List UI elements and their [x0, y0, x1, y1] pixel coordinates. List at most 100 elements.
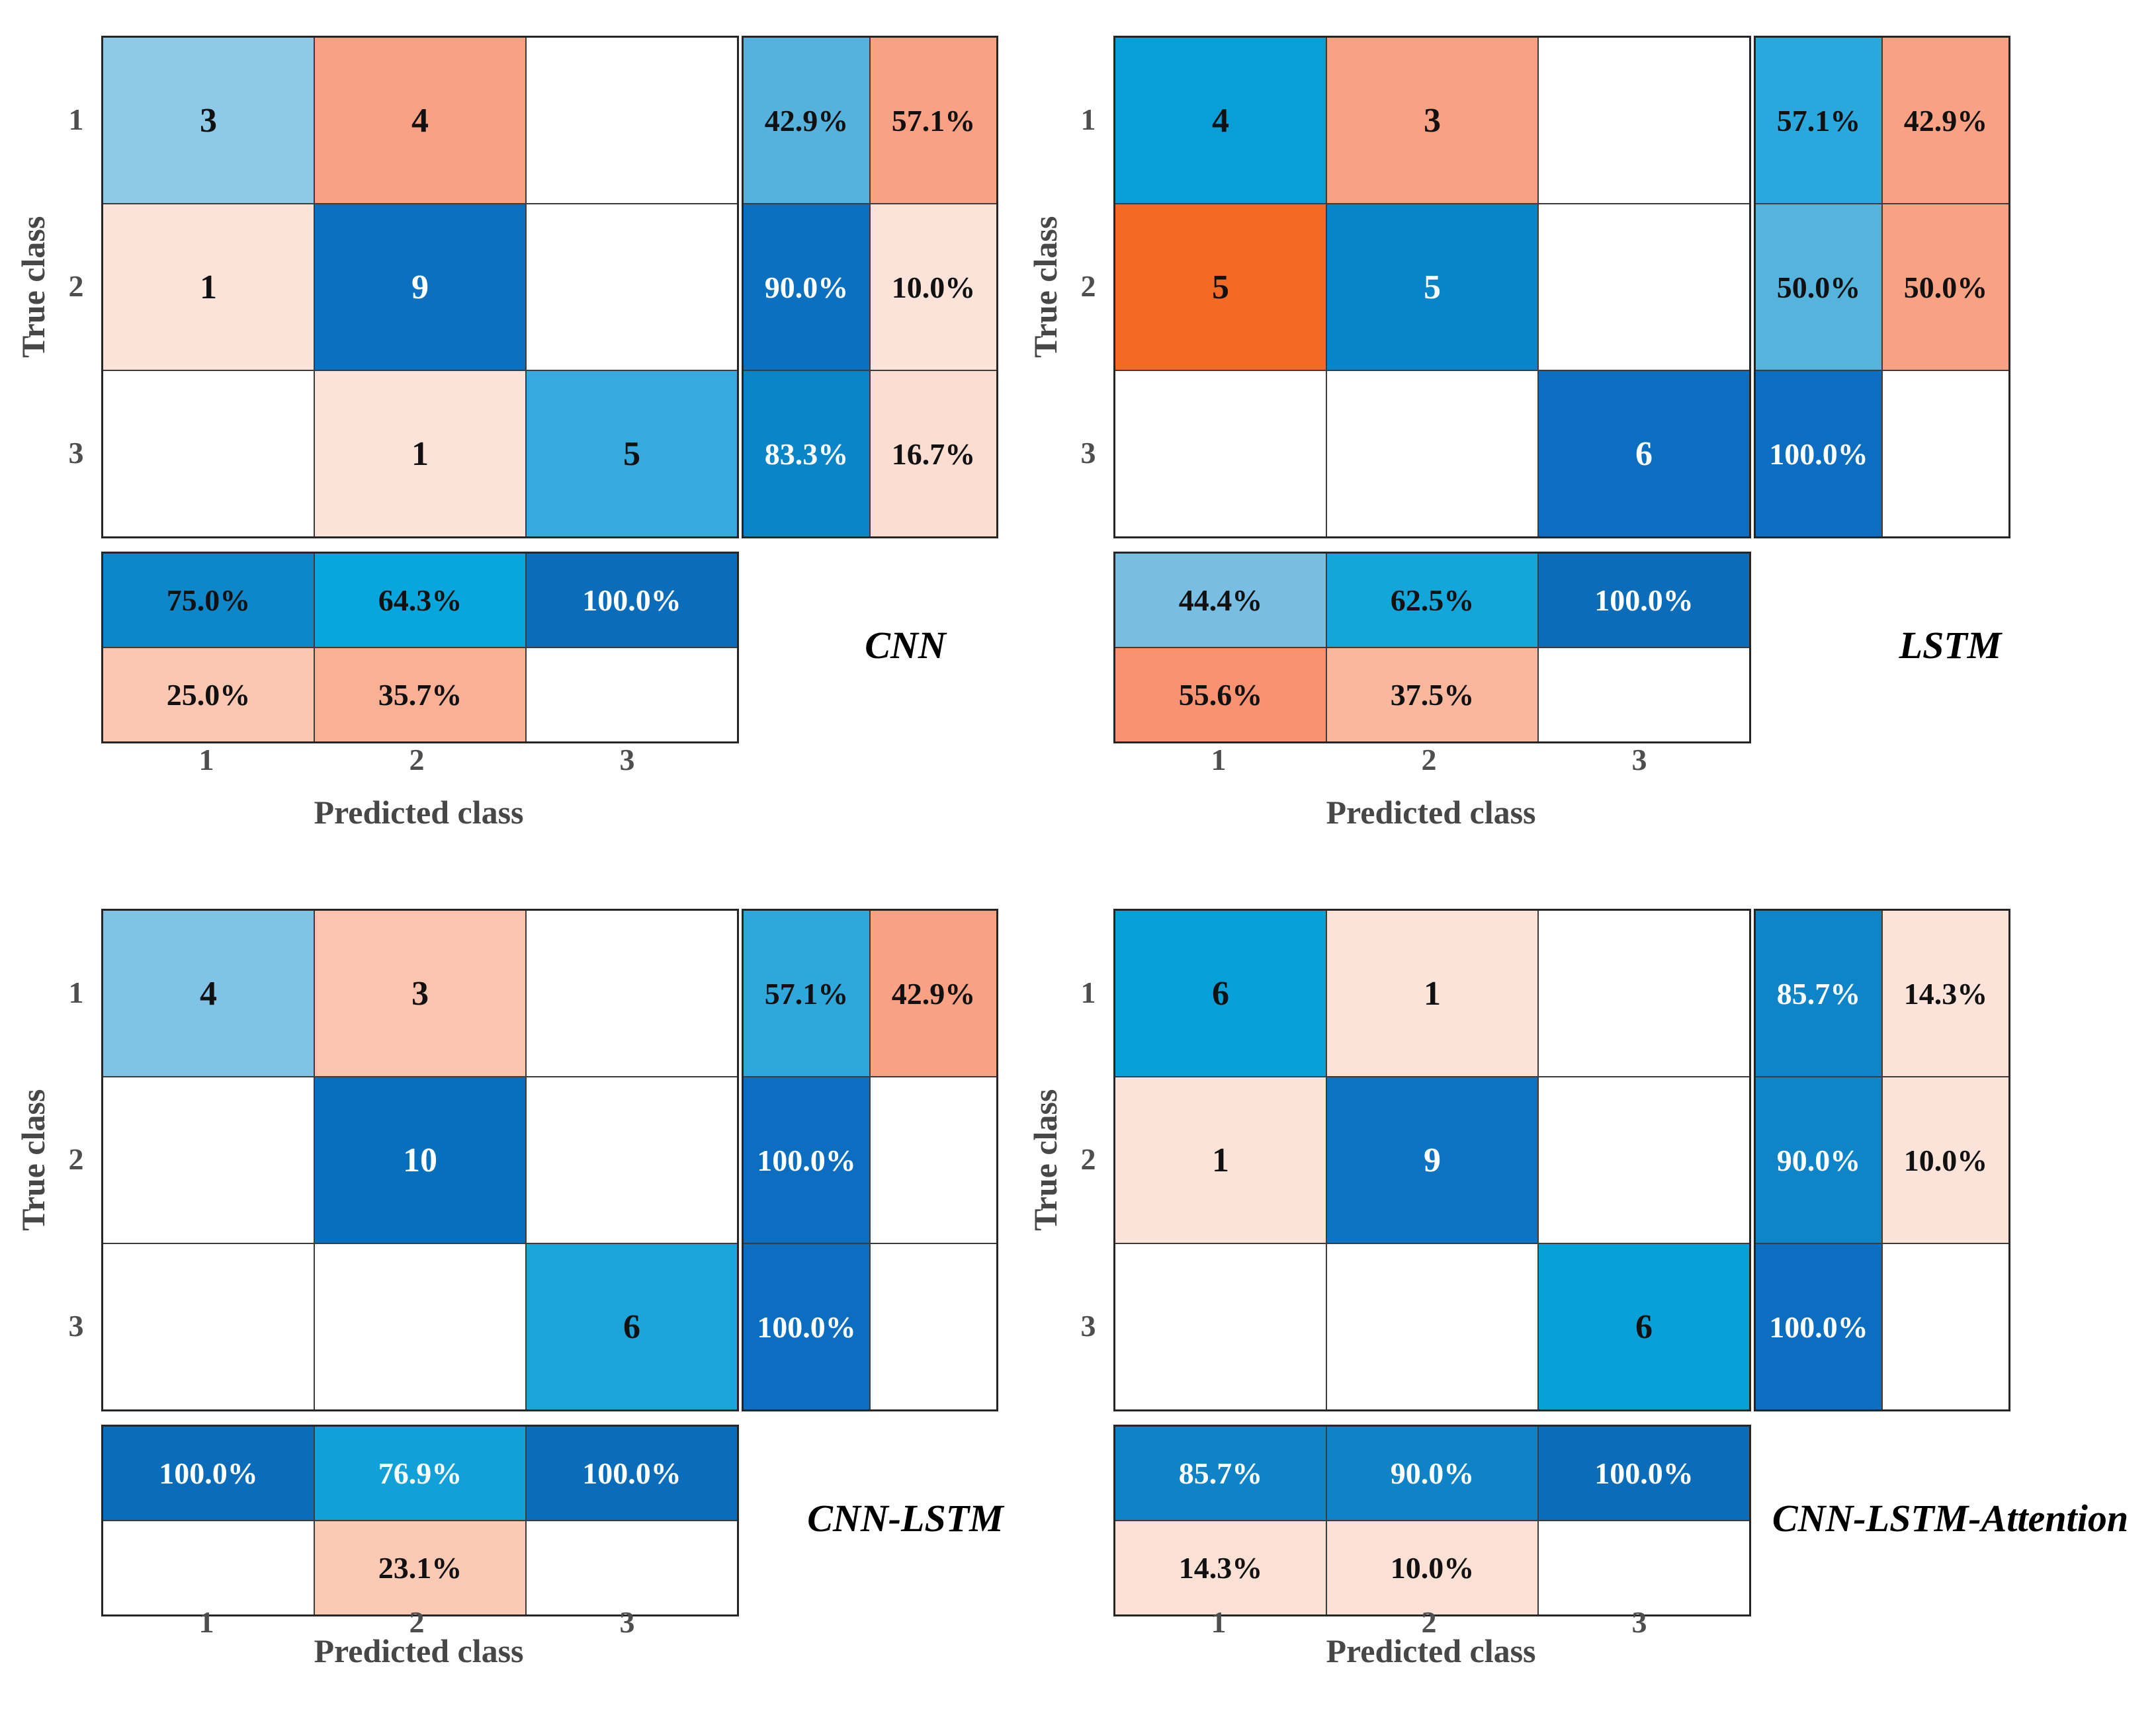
row-summary-cell: 50.0% [1756, 204, 1881, 370]
col-summary-cell: 85.7% [1115, 1427, 1326, 1520]
row-summary-cell [1883, 1244, 2008, 1409]
confusion-matrix-figure: { "chart_data": [ { "type": "heatmap", "… [15, 4, 2156, 1669]
col-summary-cell: 14.3% [1115, 1521, 1326, 1614]
col-summary-cell: 100.0% [1539, 554, 1749, 647]
matrix-cell: 6 [1539, 1244, 1749, 1409]
row-summary-cell: 100.0% [1756, 371, 1881, 536]
confusion-matrix: 4 3 10 6 [101, 909, 739, 1411]
matrix-cell: 3 [1327, 38, 1537, 203]
matrix-cell [315, 1244, 525, 1409]
col-summary-cell: 10.0% [1327, 1521, 1537, 1614]
col-summary-cell: 23.1% [315, 1521, 525, 1614]
matrix-cell: 5 [1115, 204, 1326, 370]
row-summary-block: 42.9% 57.1% 90.0% 10.0% 83.3% 16.7% [742, 36, 998, 538]
col-summary-cell [103, 1521, 314, 1614]
matrix-cell: 1 [1115, 1077, 1326, 1243]
row-summary-block: 57.1% 42.9% 100.0% 100.0% [742, 909, 998, 1411]
matrix-cell [1539, 204, 1749, 370]
matrix-cell: 6 [1115, 911, 1326, 1076]
matrix-cell: 6 [527, 1244, 737, 1409]
x-tick-label: 1 [198, 742, 214, 776]
x-tick-label: 2 [409, 1605, 425, 1639]
matrix-cell [103, 1077, 314, 1243]
col-summary-block: 44.4% 62.5% 100.0% 55.6% 37.5% [1113, 552, 1751, 743]
col-summary-cell: 62.5% [1327, 554, 1537, 647]
matrix-cell: 3 [103, 38, 314, 203]
y-tick-label: 3 [1080, 1308, 1096, 1343]
col-summary-cell [527, 648, 737, 741]
col-summary-block: 100.0% 76.9% 100.0% 23.1% [101, 1425, 739, 1616]
y-axis-label: True class [1027, 1089, 1064, 1232]
col-summary-cell [1539, 1521, 1749, 1614]
y-axis-label: True class [15, 1089, 52, 1232]
x-tick-label: 1 [198, 1605, 214, 1639]
matrix-cell: 9 [315, 204, 525, 370]
row-summary-block: 57.1% 42.9% 50.0% 50.0% 100.0% [1754, 36, 2010, 538]
col-summary-cell: 75.0% [103, 554, 314, 647]
y-axis-label: True class [15, 216, 52, 358]
row-summary-cell: 90.0% [744, 204, 869, 370]
panel-title: CNN [865, 623, 946, 667]
y-axis-label: True class [1027, 216, 1064, 358]
row-summary-cell: 90.0% [1756, 1077, 1881, 1243]
matrix-cell: 5 [527, 371, 737, 536]
matrix-cell: 4 [1115, 38, 1326, 203]
y-tick-label: 1 [68, 975, 84, 1009]
matrix-cell [527, 38, 737, 203]
matrix-cell: 1 [315, 371, 525, 536]
x-tick-label: 2 [409, 742, 425, 776]
x-tick-label: 3 [1631, 742, 1647, 776]
matrix-cell [1539, 1077, 1749, 1243]
row-summary-cell: 42.9% [871, 911, 996, 1076]
matrix-cell [1539, 38, 1749, 203]
row-summary-cell: 57.1% [871, 38, 996, 203]
col-summary-block: 75.0% 64.3% 100.0% 25.0% 35.7% [101, 552, 739, 743]
x-ticks: 1 2 3 [1113, 739, 1748, 779]
col-summary-cell: 76.9% [315, 1427, 525, 1520]
y-tick-label: 1 [1080, 102, 1096, 136]
x-tick-label: 2 [1421, 1605, 1437, 1639]
matrix-cell: 10 [315, 1077, 525, 1243]
col-summary-cell: 100.0% [527, 554, 737, 647]
row-summary-cell [1883, 371, 2008, 536]
col-summary-cell: 64.3% [315, 554, 525, 647]
col-summary-cell: 37.5% [1327, 648, 1537, 741]
matrix-cell: 4 [103, 911, 314, 1076]
matrix-cell [1115, 1244, 1326, 1409]
y-ticks: 1 2 3 [57, 36, 95, 536]
y-tick-label: 2 [68, 1142, 84, 1176]
col-summary-cell: 100.0% [527, 1427, 737, 1520]
matrix-cell: 9 [1327, 1077, 1537, 1243]
y-tick-label: 1 [1080, 975, 1096, 1009]
matrix-cell [527, 204, 737, 370]
row-summary-block: 85.7% 14.3% 90.0% 10.0% 100.0% [1754, 909, 2010, 1411]
col-summary-cell: 100.0% [103, 1427, 314, 1520]
x-ticks: 1 2 3 [101, 1602, 736, 1642]
row-summary-cell [871, 1244, 996, 1409]
x-ticks: 1 2 3 [101, 739, 736, 779]
row-summary-cell: 42.9% [1883, 38, 2008, 203]
row-summary-cell: 83.3% [744, 371, 869, 536]
x-tick-label: 2 [1421, 742, 1437, 776]
x-tick-label: 1 [1211, 1605, 1227, 1639]
matrix-cell [103, 371, 314, 536]
x-tick-label: 3 [1631, 1605, 1647, 1639]
y-tick-label: 1 [68, 102, 84, 136]
row-summary-cell: 100.0% [744, 1244, 869, 1409]
y-ticks: 1 2 3 [1069, 909, 1107, 1409]
matrix-cell: 6 [1539, 371, 1749, 536]
panel-title: LSTM [1899, 623, 2002, 667]
matrix-cell [1115, 371, 1326, 536]
x-tick-label: 1 [1211, 742, 1227, 776]
y-tick-label: 3 [1080, 435, 1096, 470]
panel-title: CNN-LSTM-Attention [1772, 1496, 2129, 1540]
x-axis-label: Predicted class [314, 1632, 524, 1669]
row-summary-cell: 85.7% [1756, 911, 1881, 1076]
row-summary-cell: 57.1% [744, 911, 869, 1076]
x-axis-label: Predicted class [314, 794, 524, 831]
row-summary-cell: 100.0% [1756, 1244, 1881, 1409]
col-summary-cell: 100.0% [1539, 1427, 1749, 1520]
